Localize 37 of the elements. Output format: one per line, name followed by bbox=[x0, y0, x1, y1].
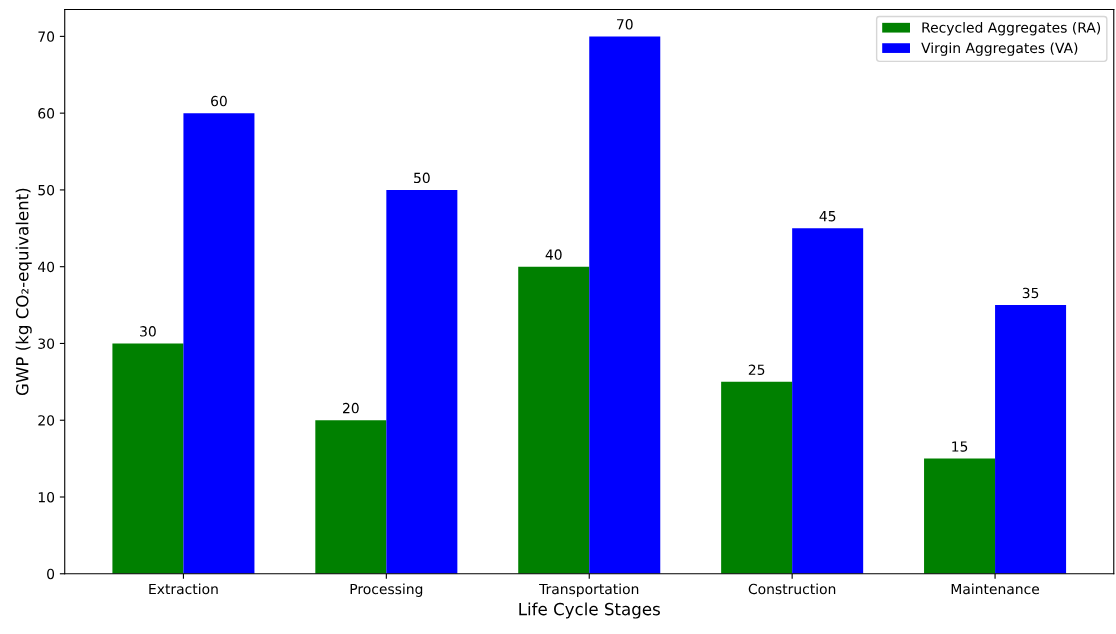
data-label: 60 bbox=[211, 95, 227, 107]
legend-label: Recycled Aggregates (RA) bbox=[922, 22, 1101, 36]
y-tick-label: 20 bbox=[38, 415, 55, 426]
y-axis-title: GWP (kg CO₂-equivalent) bbox=[15, 188, 32, 396]
data-label: 25 bbox=[748, 364, 765, 375]
y-tick-label: 10 bbox=[38, 491, 55, 503]
y-tick-label: 70 bbox=[38, 31, 55, 42]
data-label: 30 bbox=[140, 326, 156, 337]
data-label: 70 bbox=[617, 19, 633, 30]
bar bbox=[518, 266, 590, 574]
data-label: 15 bbox=[952, 441, 968, 452]
data-label: 50 bbox=[414, 172, 430, 184]
y-tick-label: 30 bbox=[38, 338, 55, 349]
x-tick-label: Extraction bbox=[149, 583, 218, 595]
y-tick-label: 0 bbox=[47, 568, 55, 580]
legend-label: Virgin Aggregates (VA) bbox=[921, 42, 1078, 56]
data-label: 45 bbox=[819, 211, 836, 222]
bar bbox=[112, 343, 184, 574]
bar bbox=[183, 113, 255, 574]
y-tick-label: 60 bbox=[38, 108, 55, 119]
x-tick-label: Transportation bbox=[539, 583, 639, 597]
x-axis-title: Life Cycle Stages bbox=[519, 602, 660, 619]
x-tick-label: Construction bbox=[748, 583, 836, 595]
data-label: 35 bbox=[1022, 287, 1039, 299]
bar bbox=[721, 381, 793, 574]
bar bbox=[315, 420, 387, 574]
data-label: 20 bbox=[343, 402, 359, 414]
y-tick-label: 50 bbox=[38, 184, 55, 196]
bar bbox=[589, 36, 661, 574]
bar bbox=[924, 458, 996, 574]
data-label: 40 bbox=[545, 249, 562, 260]
bar bbox=[386, 189, 458, 574]
bar bbox=[995, 305, 1067, 574]
x-tick-label: Maintenance bbox=[951, 583, 1040, 595]
x-tick-label: Processing bbox=[350, 583, 423, 597]
y-tick-label: 40 bbox=[38, 261, 55, 273]
bar bbox=[792, 228, 864, 574]
